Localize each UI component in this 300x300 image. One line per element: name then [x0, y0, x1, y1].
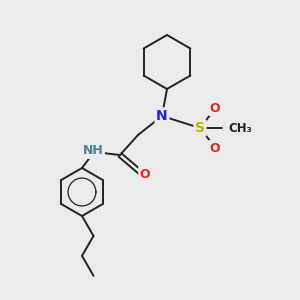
Text: O: O: [140, 167, 150, 181]
Text: O: O: [210, 142, 220, 154]
Text: S: S: [195, 121, 205, 135]
Text: O: O: [210, 101, 220, 115]
Text: NH: NH: [82, 145, 103, 158]
Text: CH₃: CH₃: [228, 122, 252, 134]
Text: N: N: [156, 109, 168, 123]
